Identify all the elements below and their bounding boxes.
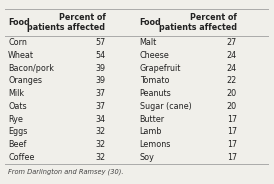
Text: Coffee: Coffee [8, 153, 35, 162]
Text: Food: Food [140, 18, 161, 27]
Text: Rye: Rye [8, 114, 23, 123]
Text: 17: 17 [227, 153, 237, 162]
Text: Food: Food [8, 18, 30, 27]
Text: 32: 32 [95, 140, 105, 149]
Text: Milk: Milk [8, 89, 24, 98]
Text: 57: 57 [95, 38, 105, 47]
Text: 20: 20 [227, 102, 237, 111]
Text: 54: 54 [95, 51, 105, 60]
Text: Sugar (cane): Sugar (cane) [140, 102, 191, 111]
Text: 22: 22 [227, 76, 237, 85]
Text: Eggs: Eggs [8, 127, 27, 136]
Text: Lamb: Lamb [140, 127, 162, 136]
Text: 17: 17 [227, 140, 237, 149]
Text: 17: 17 [227, 127, 237, 136]
Text: Lemons: Lemons [140, 140, 171, 149]
Text: 37: 37 [95, 102, 105, 111]
Text: Percent of
patients affected: Percent of patients affected [27, 13, 105, 32]
Text: Beef: Beef [8, 140, 27, 149]
Text: 24: 24 [227, 51, 237, 60]
Text: 32: 32 [95, 153, 105, 162]
Text: Corn: Corn [8, 38, 27, 47]
Text: 17: 17 [227, 114, 237, 123]
Text: 39: 39 [95, 76, 105, 85]
Text: 32: 32 [95, 127, 105, 136]
Text: Bacon/pork: Bacon/pork [8, 64, 54, 73]
Text: From Darlington and Ramsey (30).: From Darlington and Ramsey (30). [8, 168, 124, 175]
Text: Butter: Butter [140, 114, 165, 123]
Text: Cheese: Cheese [140, 51, 169, 60]
Text: Percent of
patients affected: Percent of patients affected [159, 13, 237, 32]
Text: Oranges: Oranges [8, 76, 42, 85]
Text: 39: 39 [95, 64, 105, 73]
Text: 37: 37 [95, 89, 105, 98]
Text: 27: 27 [227, 38, 237, 47]
Text: 34: 34 [95, 114, 105, 123]
Text: Soy: Soy [140, 153, 155, 162]
Text: Oats: Oats [8, 102, 27, 111]
Text: Wheat: Wheat [8, 51, 34, 60]
Text: Malt: Malt [140, 38, 157, 47]
Text: Peanuts: Peanuts [140, 89, 171, 98]
Text: 24: 24 [227, 64, 237, 73]
Text: 20: 20 [227, 89, 237, 98]
Text: Tomato: Tomato [140, 76, 169, 85]
Text: Grapefruit: Grapefruit [140, 64, 181, 73]
